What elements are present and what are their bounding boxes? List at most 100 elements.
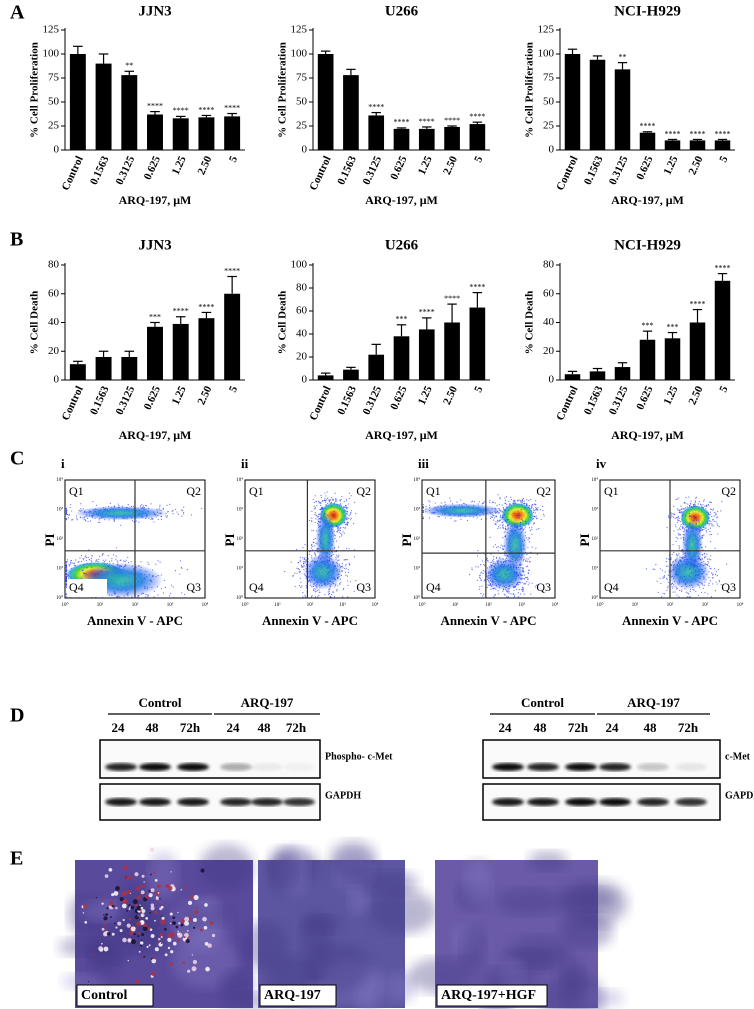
event-dot [706,505,707,506]
y-tick-label: 100 [538,48,555,60]
event-dot [86,560,87,561]
event-dot [346,508,347,509]
event-dot [679,512,680,513]
event-dot [682,515,683,516]
x-tick-label: 10² [667,602,674,608]
x-tick-label: Control [60,384,86,422]
event-dot [513,590,514,591]
event-dot [120,560,121,561]
event-dot [347,507,348,508]
y-tick-label: 20 [543,345,555,357]
x-tick-label: 10⁰ [596,602,603,608]
event-dot [324,492,325,493]
event-dot [716,581,717,582]
event-dot [124,561,125,562]
event-dot [706,530,707,531]
event-dot [715,514,716,515]
event-dot [514,594,515,595]
event-dot [66,561,67,562]
event-dot [672,554,673,555]
event-dot [678,516,679,517]
event-dot [345,565,346,566]
event-dot [82,517,83,518]
y-tick-label: 10⁰ [56,595,63,601]
event-dot [318,516,319,517]
lane-label: 24 [227,720,241,735]
event-dot [719,581,720,582]
event-dot [67,559,68,560]
event-dot [314,502,315,503]
event-dot [667,565,668,566]
event-dot [315,495,316,496]
significance-label: ** [125,61,133,70]
event-dot [301,566,302,567]
density-core [682,520,703,570]
y-axis-label: % Cell Proliferation [524,42,536,138]
event-dot [514,572,515,573]
x-tick-label: 10⁰ [61,602,68,608]
event-dot [679,560,680,561]
event-dot [479,501,480,502]
event-dot [508,593,509,594]
event-dot [678,545,679,546]
bar [121,357,137,380]
event-dot [528,570,529,571]
event-dot [140,561,141,562]
event-dot [685,515,686,516]
event-dot [336,559,337,560]
event-dot [665,571,666,572]
event-dot [495,523,496,524]
bar [121,75,137,150]
y-tick-label: 10¹ [592,566,599,572]
event-dot [460,519,461,520]
y-tick-label: 10⁰ [236,595,243,601]
event-dot [500,520,501,521]
x-tick-label: 2.50 [687,384,706,407]
event-dot [505,510,506,511]
event-dot [347,596,348,597]
event-dot [646,568,647,569]
event-dot [318,501,319,502]
event-dot [703,501,704,502]
event-dot [336,589,337,590]
event-dot [493,588,494,589]
x-tick-label: 2.50 [441,384,460,407]
x-tick-label: 0.625 [634,384,656,412]
event-dot [710,508,711,509]
bar [198,117,214,150]
event-dot [717,583,718,584]
x-tick-label: 1.25 [170,384,189,407]
event-dot [320,509,321,510]
event-dot [150,503,151,504]
event-dot [313,539,314,540]
event-dot [526,554,527,555]
event-dot [695,570,696,571]
x-tick-label: 10⁴ [202,602,209,608]
event-dot [339,532,340,533]
event-dot [695,498,696,499]
event-dot [544,515,545,516]
y-tick-label: 25 [543,120,555,132]
event-dot [713,508,714,509]
event-dot [689,576,690,577]
event-dot [522,520,523,521]
blot-band [527,763,559,771]
event-dot [284,571,285,572]
bar [615,69,631,150]
bar [368,115,384,150]
event-dot [530,530,531,531]
event-dot [529,527,530,528]
event-dot [527,579,528,580]
event-dot [157,594,158,595]
group-label: Control [138,695,181,710]
y-tick-label: 10² [592,536,599,542]
event-dot [311,547,312,548]
significance-label: **** [198,302,214,311]
event-dot [481,580,482,581]
event-dot [338,529,339,530]
significance-label: *** [396,315,408,324]
significance-label: **** [444,116,460,125]
event-dot [500,524,501,525]
event-dot [671,586,672,587]
x-axis-label: ARQ-197, μM [611,193,684,207]
